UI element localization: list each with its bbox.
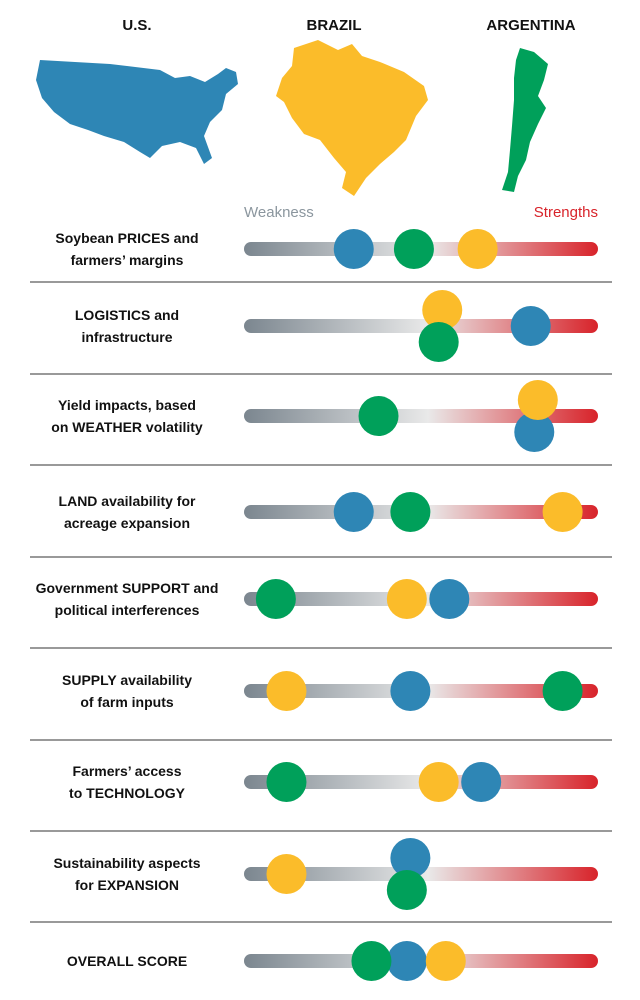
strength-bar [244, 409, 598, 423]
row-label: LAND availability for acreage expansion [58, 493, 196, 531]
score-dot [386, 870, 427, 910]
score-dot [390, 492, 431, 532]
strength-bar [244, 319, 598, 333]
score-dot [386, 941, 427, 981]
score-dot [333, 229, 374, 269]
row-label: OVERALL SCORE [66, 953, 188, 969]
score-dot [333, 492, 374, 532]
score-dot [266, 671, 307, 711]
score-dot [418, 322, 459, 362]
row-label: Government SUPPORT and political interfe… [35, 580, 219, 618]
score-dot [542, 671, 583, 711]
score-dot [393, 229, 434, 269]
score-dot [351, 941, 392, 981]
row-label: Soybean PRICES and farmers’ margins [55, 230, 199, 268]
strengths-label: Strengths [533, 204, 598, 221]
us-map [36, 60, 238, 164]
brazil-map [276, 40, 428, 196]
score-dot [390, 838, 431, 878]
score-dot [510, 306, 551, 346]
score-dot [386, 579, 427, 619]
score-dot [514, 412, 555, 452]
score-dot [429, 579, 470, 619]
score-dot [542, 492, 583, 532]
score-dot [390, 671, 431, 711]
score-dot [358, 396, 399, 436]
row-label: Farmers’ access to TECHNOLOGY [69, 763, 185, 801]
score-dot [422, 290, 463, 330]
row-label: SUPPLY availability of farm inputs [62, 672, 192, 710]
score-dot [517, 380, 558, 420]
score-dot [255, 579, 296, 619]
row-label: LOGISTICS and infrastructure [74, 307, 180, 345]
score-dot [461, 762, 502, 802]
country-header: ARGENTINA [486, 17, 576, 34]
score-dot [418, 762, 459, 802]
country-header: U.S. [122, 17, 152, 34]
weakness-label: Weakness [244, 204, 314, 221]
argentina-map [502, 48, 548, 192]
row-label: Sustainability aspects for EXPANSION [53, 855, 201, 893]
score-dot [266, 854, 307, 894]
score-dot [457, 229, 498, 269]
score-dot [266, 762, 307, 802]
score-dot [425, 941, 466, 981]
country-header: BRAZIL [306, 17, 362, 34]
row-label: Yield impacts, based on WEATHER volatili… [51, 397, 203, 435]
